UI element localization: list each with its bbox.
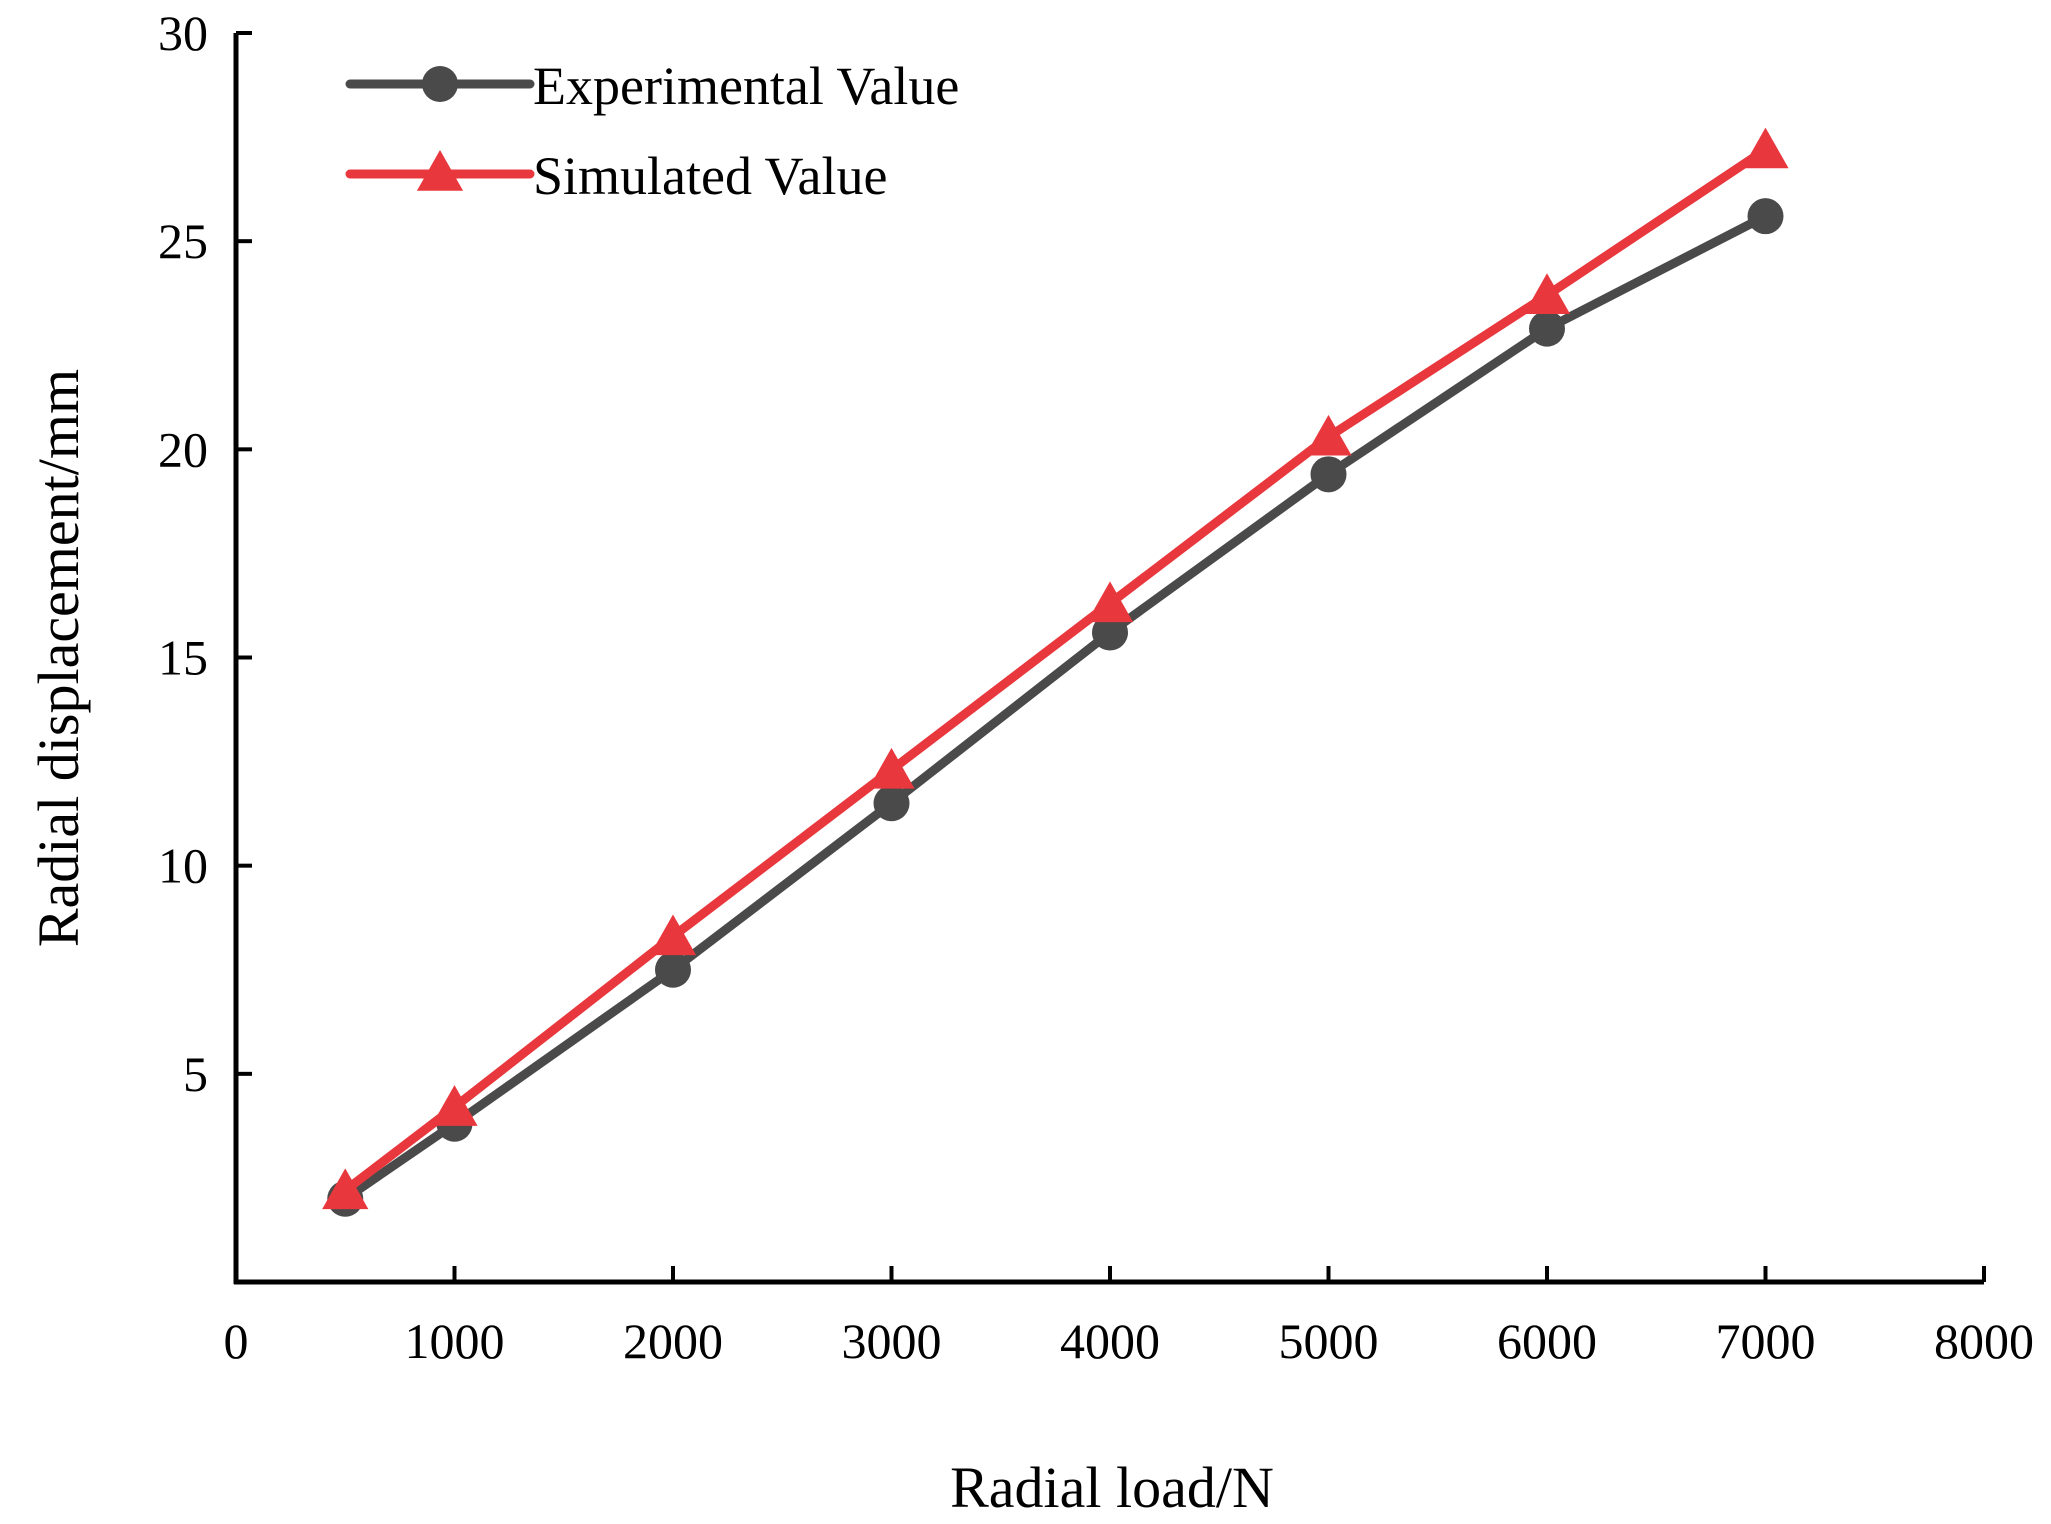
y-tick-label: 25 (158, 213, 208, 269)
x-tick-label: 8000 (1934, 1313, 2034, 1369)
data-point (1092, 614, 1128, 651)
legend-label: Experimental Value (533, 56, 959, 116)
legend: Experimental Value Simulated Value (345, 56, 959, 206)
series-layer (322, 127, 1789, 1217)
x-tick-label: 7000 (1716, 1313, 1816, 1369)
y-tick-label: 15 (158, 630, 208, 686)
data-point (1529, 310, 1565, 347)
data-point (873, 785, 910, 822)
x-tick-label: 4000 (1060, 1313, 1160, 1369)
x-tick-label: 2000 (623, 1313, 723, 1369)
series-line (340, 145, 1770, 1195)
y-tick-label: 10 (158, 838, 208, 894)
data-point (1742, 127, 1789, 169)
data-point (322, 1168, 369, 1210)
y-axis-title: Radial displacement/mm (26, 369, 91, 947)
data-point (1086, 581, 1134, 623)
y-ticks: 5 10 15 20 25 30 (158, 5, 252, 1102)
x-tick-label: 0 (224, 1313, 249, 1369)
data-point (868, 747, 915, 789)
legend-marker (422, 66, 458, 102)
x-axis-title: Radial load/N (950, 1455, 1274, 1520)
series-2 (322, 127, 1789, 1210)
data-point (431, 1085, 478, 1126)
legend-label: Simulated Value (533, 146, 887, 206)
legend-marker (416, 150, 464, 191)
data-point (649, 914, 697, 956)
legend-item: Experimental Value (345, 56, 959, 116)
data-point (1305, 414, 1352, 456)
data-point (1747, 198, 1784, 235)
y-tick-label: 5 (183, 1046, 208, 1102)
x-tick-label: 6000 (1497, 1313, 1597, 1369)
series-line (340, 211, 1770, 1204)
data-point (655, 951, 691, 988)
x-tick-label: 5000 (1279, 1313, 1379, 1369)
y-tick-label: 20 (158, 421, 208, 477)
x-tick-label: 3000 (842, 1313, 942, 1369)
data-point (1310, 456, 1347, 493)
axes: 0 1000 2000 3000 4000 5000 6000 7000 8000 5 10 15 2… (158, 5, 2034, 1369)
series-1 (327, 198, 1784, 1217)
legend-item: Simulated Value (345, 146, 887, 206)
x-ticks: 0 1000 2000 3000 4000 5000 6000 7000 8000 (224, 1266, 2034, 1369)
data-point (1523, 273, 1571, 314)
x-tick-label: 1000 (405, 1313, 505, 1369)
y-tick-label: 30 (158, 5, 208, 61)
